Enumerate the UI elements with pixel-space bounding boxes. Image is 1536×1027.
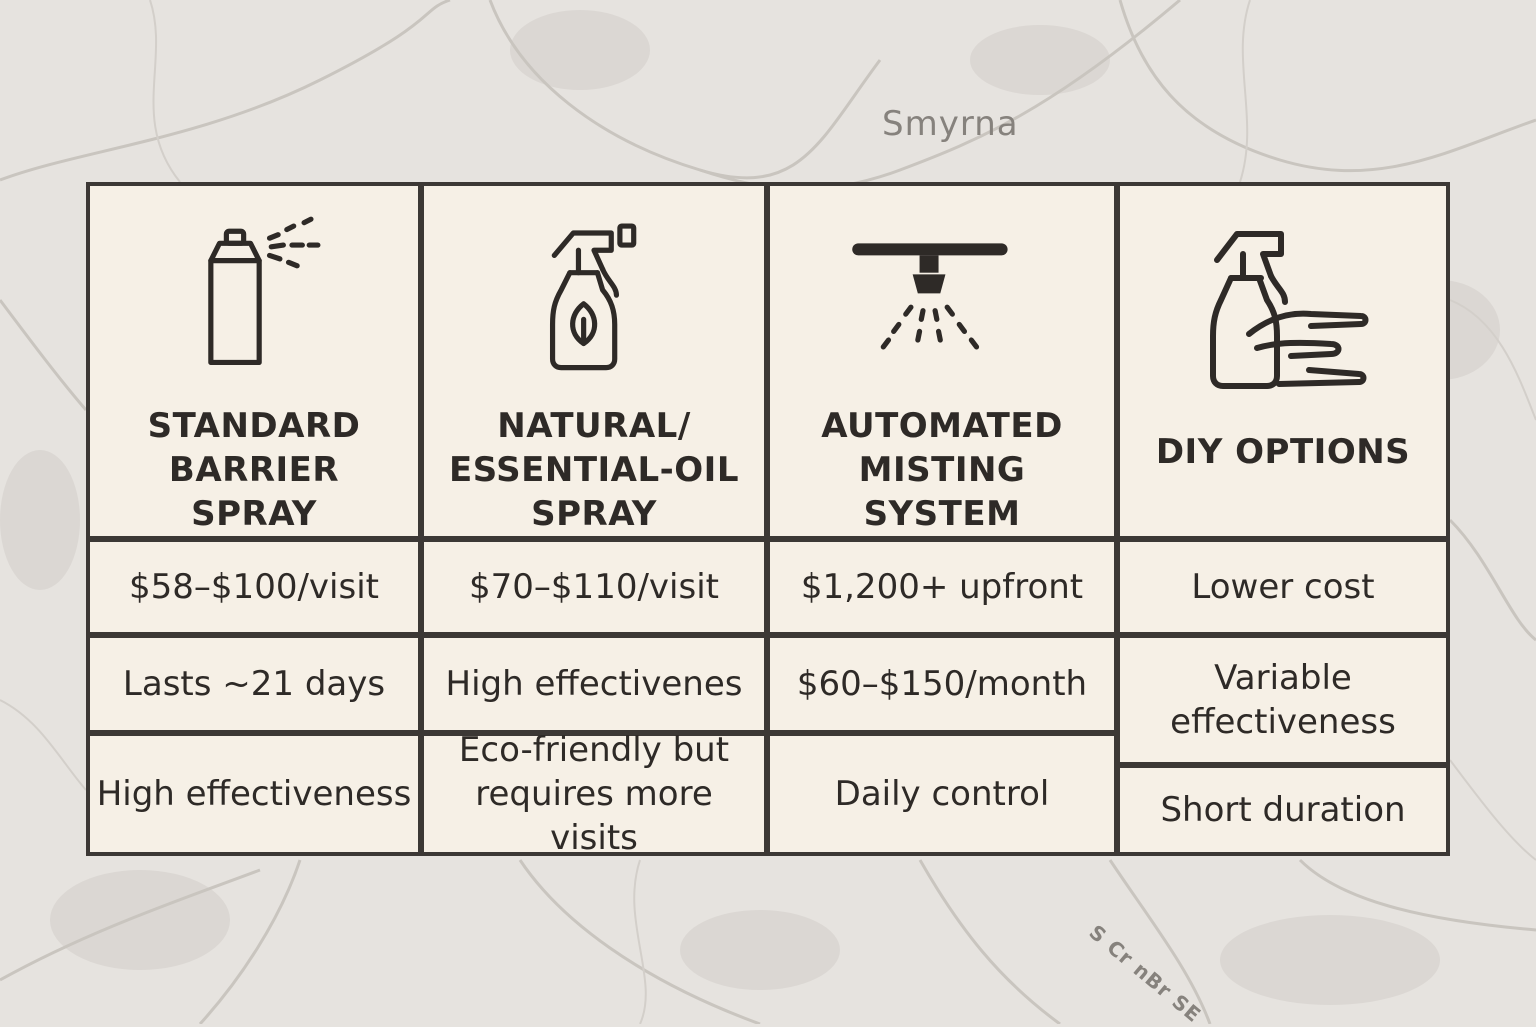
cell-standard-duration: Lasts ~21 days: [90, 638, 418, 730]
column-title: AUTOMATED MISTING SYSTEM: [821, 406, 1063, 534]
header-standard-barrier-spray: STANDARD BARRIER SPRAY: [90, 186, 418, 536]
cell-misting-upfront: $1,200+ upfront: [770, 542, 1114, 632]
cell-natural-notes: Eco-friendly but requires more visits: [424, 730, 764, 858]
hand-spray-bottle-icon: [1210, 231, 1369, 389]
aerosol-spray-can-icon: [208, 216, 321, 366]
column-title: DIY OPTIONS: [1155, 432, 1411, 472]
column-title: NATURAL/ ESSENTIAL-OIL SPRAY: [448, 406, 739, 534]
cell-natural-effectiveness: High effectivenes: [424, 638, 764, 730]
header-natural-essential-oil-spray: NATURAL/ ESSENTIAL-OIL SPRAY: [424, 186, 764, 536]
cell-misting-control: Daily control: [770, 736, 1114, 852]
cell-natural-cost: $70–$110/visit: [424, 542, 764, 632]
leaf-spray-bottle-icon: [549, 223, 637, 371]
misting-nozzle-icon: [852, 243, 1008, 350]
header-automated-misting-system: AUTOMATED MISTING SYSTEM: [770, 186, 1114, 536]
header-diy-options: DIY OPTIONS: [1120, 186, 1446, 536]
cell-misting-monthly: $60–$150/month: [770, 638, 1114, 730]
cell-diy-cost: Lower cost: [1120, 542, 1446, 632]
cell-diy-duration: Short duration: [1120, 768, 1446, 852]
cell-diy-effectiveness: Variable effectiveness: [1120, 638, 1446, 762]
comparison-table: STANDARD BARRIER SPRAY NATURAL/ ESSENTIA…: [86, 182, 1450, 858]
map-city-label: Smyrna: [882, 104, 1019, 144]
cell-standard-effectiveness: High effectiveness: [90, 736, 418, 852]
cell-standard-cost: $58–$100/visit: [90, 542, 418, 632]
column-title: STANDARD BARRIER SPRAY: [147, 406, 361, 534]
